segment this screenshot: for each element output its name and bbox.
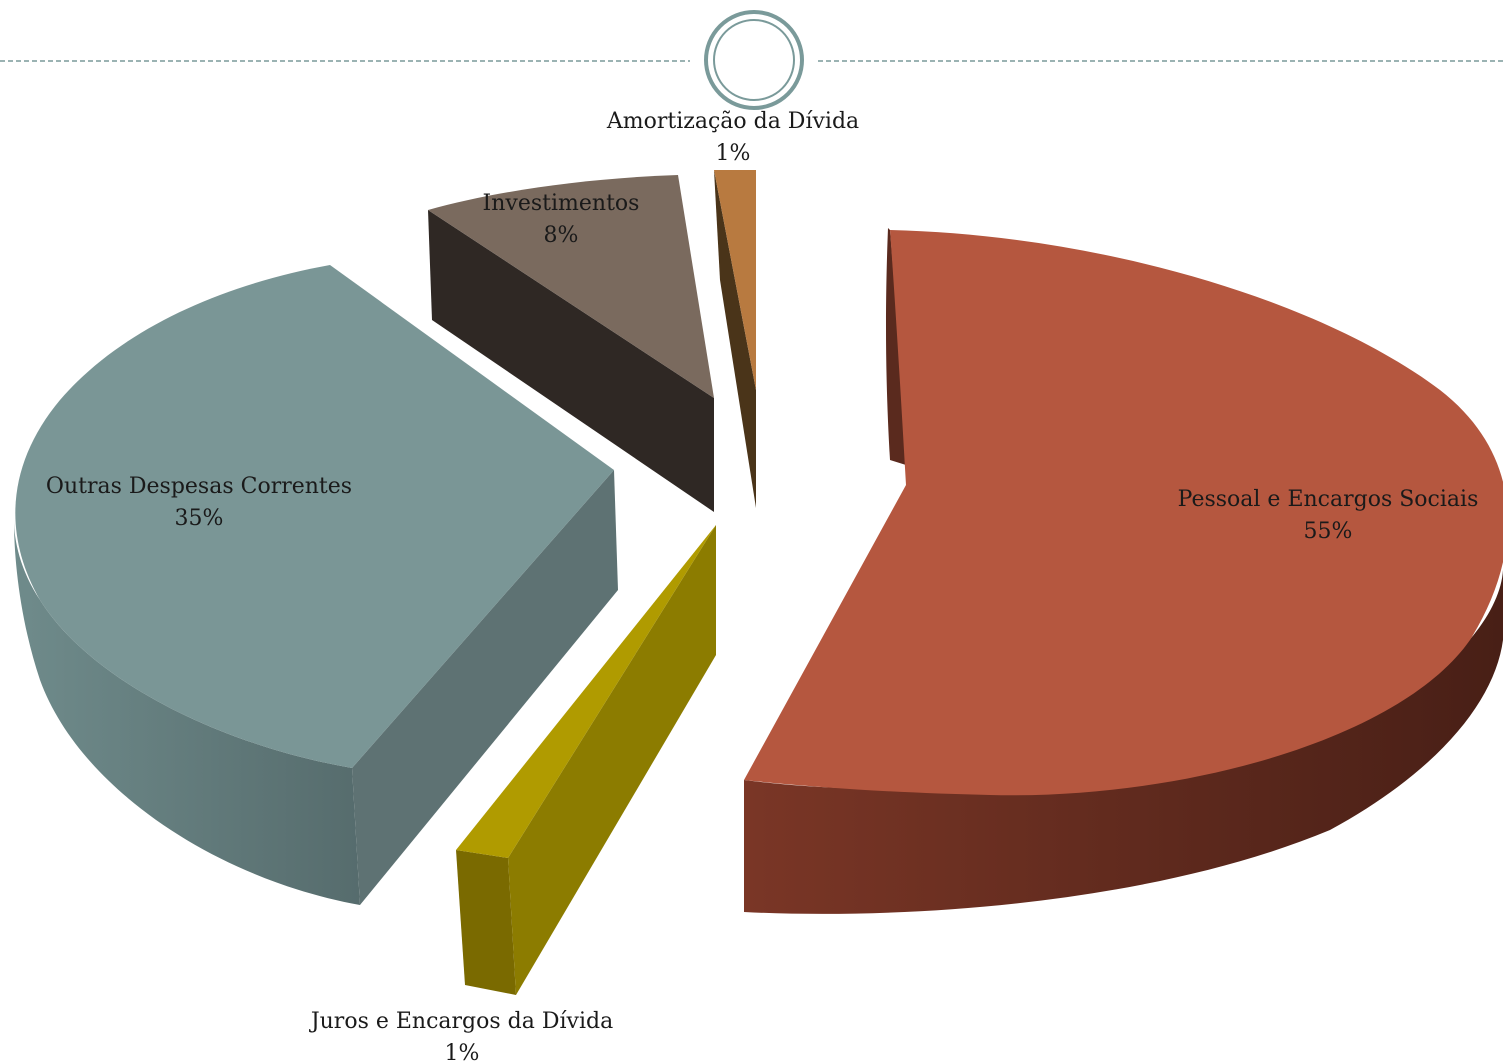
slice-pessoal-e-encargos-sociais xyxy=(744,228,1503,914)
slice-amortizacao-da-divida xyxy=(714,170,756,508)
slice-juros-e-encargos-da-divida xyxy=(456,525,716,995)
header-circle-inner xyxy=(713,19,795,101)
slice-label-pessoal-e-encargos-sociais: Pessoal e Encargos Sociais xyxy=(1178,487,1479,512)
slice-pessoal-e-encargos-sociais-side-0 xyxy=(886,228,906,465)
slice-investimentos-side-0 xyxy=(428,210,714,512)
slice-pct-pessoal-e-encargos-sociais: 55% xyxy=(1304,519,1353,544)
slice-investimentos xyxy=(428,175,714,512)
slice-pct-amortizacao-da-divida: 1% xyxy=(716,141,751,166)
slice-juros-e-encargos-da-divida-side-0 xyxy=(456,850,516,995)
slice-outras-despesas-correntes-side-1 xyxy=(352,470,618,905)
slice-amortizacao-da-divida-side-0 xyxy=(714,170,756,508)
slice-pct-outras-despesas-correntes: 35% xyxy=(175,506,224,531)
slice-juros-e-encargos-da-divida-top xyxy=(456,525,716,858)
slice-pct-investimentos: 8% xyxy=(544,223,579,248)
slice-outras-despesas-correntes-side-0 xyxy=(14,520,360,905)
slice-juros-e-encargos-da-divida-side-1 xyxy=(508,525,716,995)
slice-label-investimentos: Investimentos xyxy=(483,191,640,216)
slice-outras-despesas-correntes-top xyxy=(15,265,614,768)
slice-outras-despesas-correntes xyxy=(14,265,618,905)
slice-pct-juros-e-encargos-da-divida: 1% xyxy=(445,1041,480,1061)
slices xyxy=(14,170,1503,995)
slice-label-juros-e-encargos-da-divida: Juros e Encargos da Dívida xyxy=(309,1009,613,1034)
header-decoration xyxy=(0,10,1503,110)
slice-pessoal-e-encargos-sociais-side-1 xyxy=(744,570,1503,914)
slice-label-outras-despesas-correntes: Outras Despesas Correntes xyxy=(46,474,352,499)
slice-labels: Pessoal e Encargos Sociais 55% Juros e Enc… xyxy=(46,109,1478,1061)
slice-label-amortizacao-da-divida: Amortização da Dívida xyxy=(606,109,859,134)
slice-pessoal-e-encargos-sociais-top xyxy=(744,230,1503,796)
slice-amortizacao-da-divida-top xyxy=(714,170,756,390)
slice-investimentos-top xyxy=(428,175,714,398)
